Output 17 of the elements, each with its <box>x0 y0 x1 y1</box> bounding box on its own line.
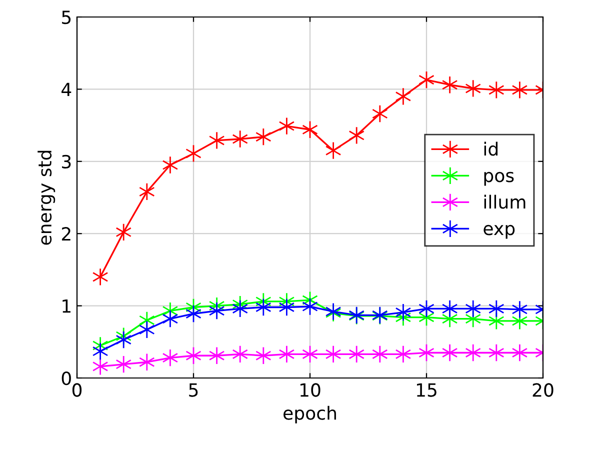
x-tick-label: 5 <box>189 383 198 397</box>
y-tick-label: 0 <box>62 371 71 386</box>
x-tick-label: 20 <box>532 383 554 397</box>
y-tick-label: 3 <box>62 154 71 169</box>
legend-label: illum <box>484 194 526 209</box>
x-tick-label: 15 <box>416 383 436 397</box>
y-axis-title: energy std <box>38 150 56 245</box>
legend-label: pos <box>484 172 514 186</box>
x-tick-label: 10 <box>300 383 320 397</box>
legend-label: id <box>484 142 498 156</box>
y-tick-label: 4 <box>62 82 72 96</box>
y-tick-label: 5 <box>62 10 71 24</box>
y-tick-label: 1 <box>62 299 70 313</box>
x-tick-label: 0 <box>72 383 82 397</box>
y-tick-label: 2 <box>62 227 70 240</box>
x-axis-title: epoch <box>284 406 336 424</box>
legend-label: exp <box>484 224 515 239</box>
